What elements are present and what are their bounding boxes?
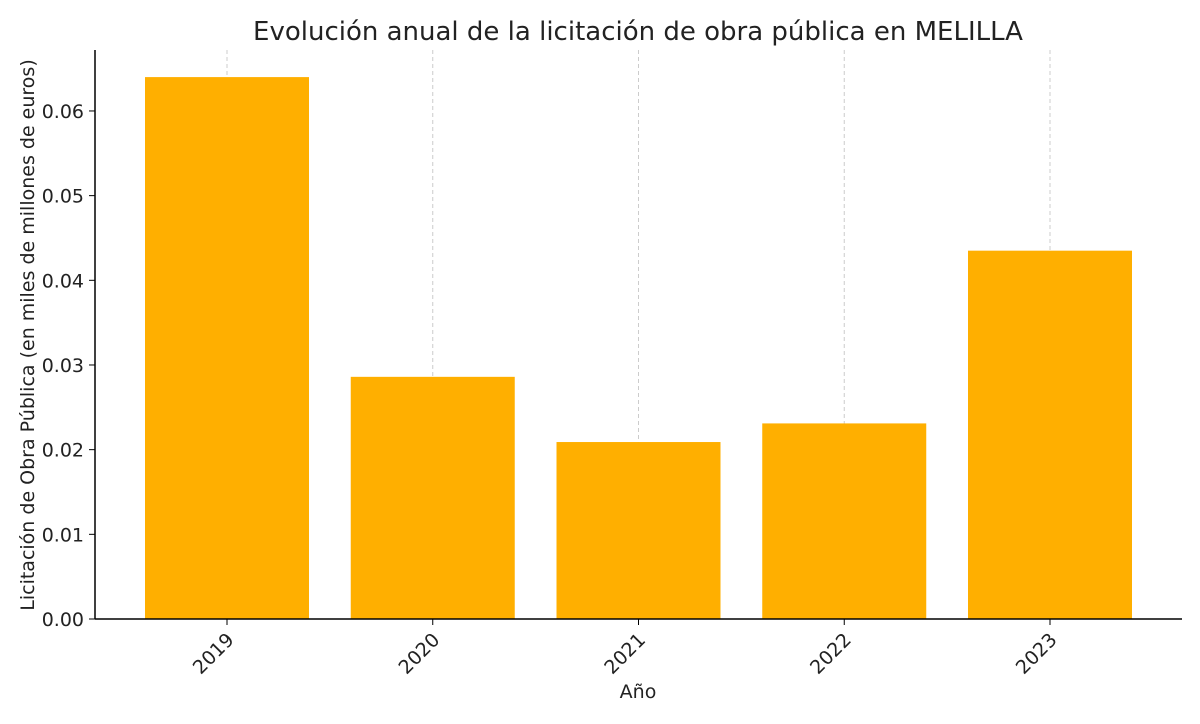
x-axis-ticks: 2019 2020 2021 2022 2023 xyxy=(189,619,1062,679)
x-axis-label: Año xyxy=(620,681,657,703)
x-tick-label: 2019 xyxy=(189,629,239,679)
bar-2022 xyxy=(762,423,927,619)
y-tick-label: 0.06 xyxy=(42,101,84,123)
bar-2023 xyxy=(968,250,1132,619)
chart-title: Evolución anual de la licitación de obra… xyxy=(253,17,1023,47)
y-tick-label: 0.02 xyxy=(42,440,84,462)
y-tick-label: 0.05 xyxy=(42,186,84,208)
y-tick-label: 0.00 xyxy=(42,609,84,631)
x-tick-label: 2023 xyxy=(1012,629,1062,679)
bars xyxy=(145,77,1132,620)
y-axis-label: Licitación de Obra Pública (en miles de … xyxy=(17,59,39,610)
x-tick-label: 2022 xyxy=(806,629,856,679)
y-axis-ticks: 0.00 0.01 0.02 0.03 0.04 0.05 0.06 xyxy=(42,101,95,631)
bar-2021 xyxy=(556,442,721,619)
x-tick-label: 2020 xyxy=(395,629,445,679)
bar-2019 xyxy=(145,77,309,620)
y-tick-label: 0.04 xyxy=(42,270,84,292)
y-tick-label: 0.01 xyxy=(42,524,84,546)
x-tick-label: 2021 xyxy=(600,629,650,679)
y-tick-label: 0.03 xyxy=(42,355,84,377)
bar-2020 xyxy=(350,376,515,619)
